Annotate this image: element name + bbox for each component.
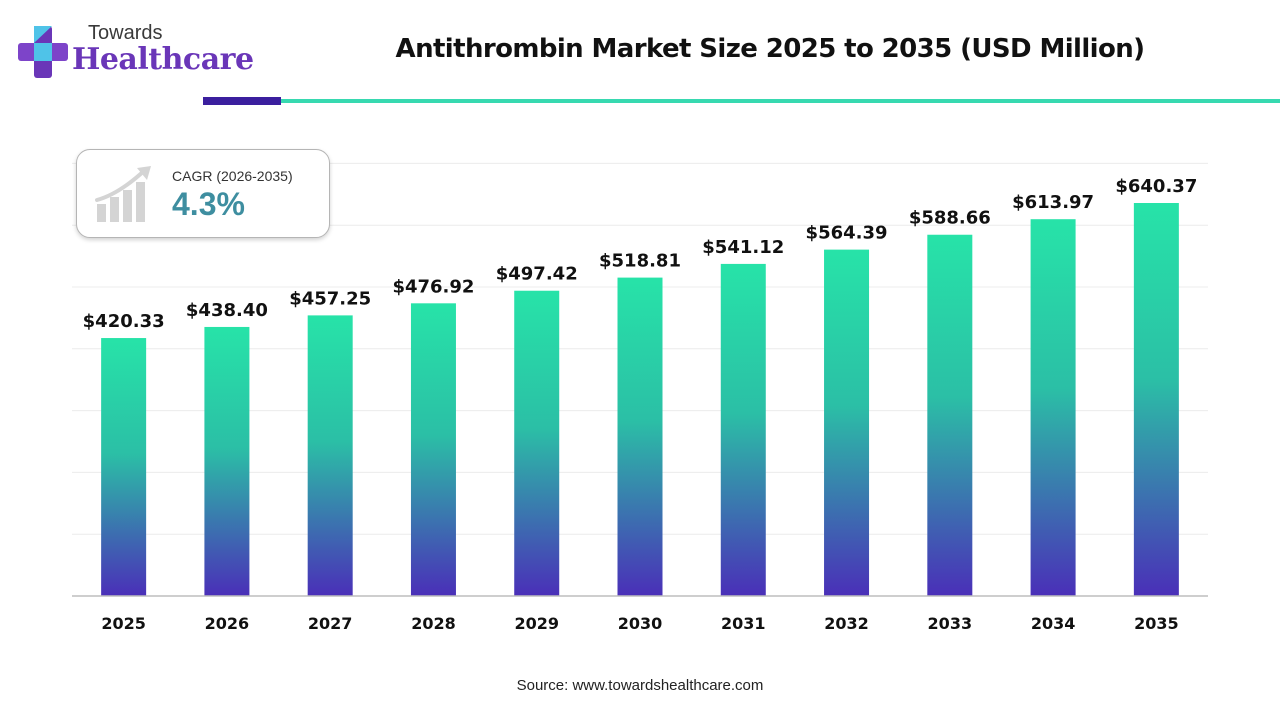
cagr-label: CAGR (2026-2035): [172, 168, 293, 184]
x-tick-label-2030: 2030: [618, 614, 663, 633]
x-tick-label-2035: 2035: [1134, 614, 1179, 633]
x-tick-label-2033: 2033: [928, 614, 973, 633]
x-tick-label-2034: 2034: [1031, 614, 1076, 633]
x-tick-label-2029: 2029: [514, 614, 559, 633]
brand-top-text: Towards: [88, 22, 163, 44]
x-tick-label-2028: 2028: [411, 614, 456, 633]
cagr-value: 4.3%: [172, 186, 245, 222]
bar-2035: [1133, 203, 1179, 596]
value-label-2034: $613.97: [1012, 192, 1094, 213]
bar-2026: [204, 326, 250, 596]
bar-2034: [1030, 219, 1076, 596]
bar-2029: [514, 290, 560, 596]
bar-2030: [617, 277, 663, 596]
bar-2025: [101, 338, 147, 596]
value-label-2035: $640.37: [1115, 176, 1197, 197]
value-label-2026: $438.40: [186, 300, 268, 321]
value-label-2030: $518.81: [599, 251, 681, 272]
brand-logo: Towards Healthcare: [18, 20, 254, 86]
value-label-2027: $457.25: [289, 288, 371, 309]
x-tick-labels: 2025 2026 2027 2028 2029 2030 2031 2032 2033 2034…: [101, 614, 1178, 633]
value-label-2028: $476.92: [392, 276, 474, 297]
title-rule-teal: [281, 99, 1280, 103]
bar-2033: [927, 234, 973, 597]
bar-2032: [824, 249, 870, 596]
x-tick-label-2025: 2025: [101, 614, 146, 633]
value-label-2031: $541.12: [702, 237, 784, 258]
brand-main-text: Healthcare: [72, 42, 254, 77]
bar-2028: [410, 303, 456, 596]
value-label-2025: $420.33: [83, 311, 165, 332]
value-label-2032: $564.39: [806, 223, 888, 244]
bar-2027: [307, 315, 353, 596]
bar-2031: [720, 263, 766, 596]
value-label-2033: $588.66: [909, 208, 991, 229]
source-note: Source: www.towardshealthcare.com: [516, 677, 764, 694]
x-tick-label-2027: 2027: [308, 614, 353, 633]
bar-series: [101, 203, 1179, 597]
x-tick-label-2032: 2032: [824, 614, 869, 633]
title-rule-dark: [203, 97, 281, 105]
value-labels: $420.33 $438.40 $457.25 $476.92 $497.42 $518.…: [83, 176, 1198, 332]
chart-title: Antithrombin Market Size 2025 to 2035 (U…: [395, 34, 1145, 64]
medical-cross-icon: [18, 26, 68, 78]
x-tick-label-2026: 2026: [205, 614, 250, 633]
value-label-2029: $497.42: [496, 264, 578, 285]
cagr-card: CAGR (2026-2035) 4.3%: [76, 149, 330, 238]
growth-chart-icon: [95, 166, 151, 222]
x-tick-label-2031: 2031: [721, 614, 766, 633]
